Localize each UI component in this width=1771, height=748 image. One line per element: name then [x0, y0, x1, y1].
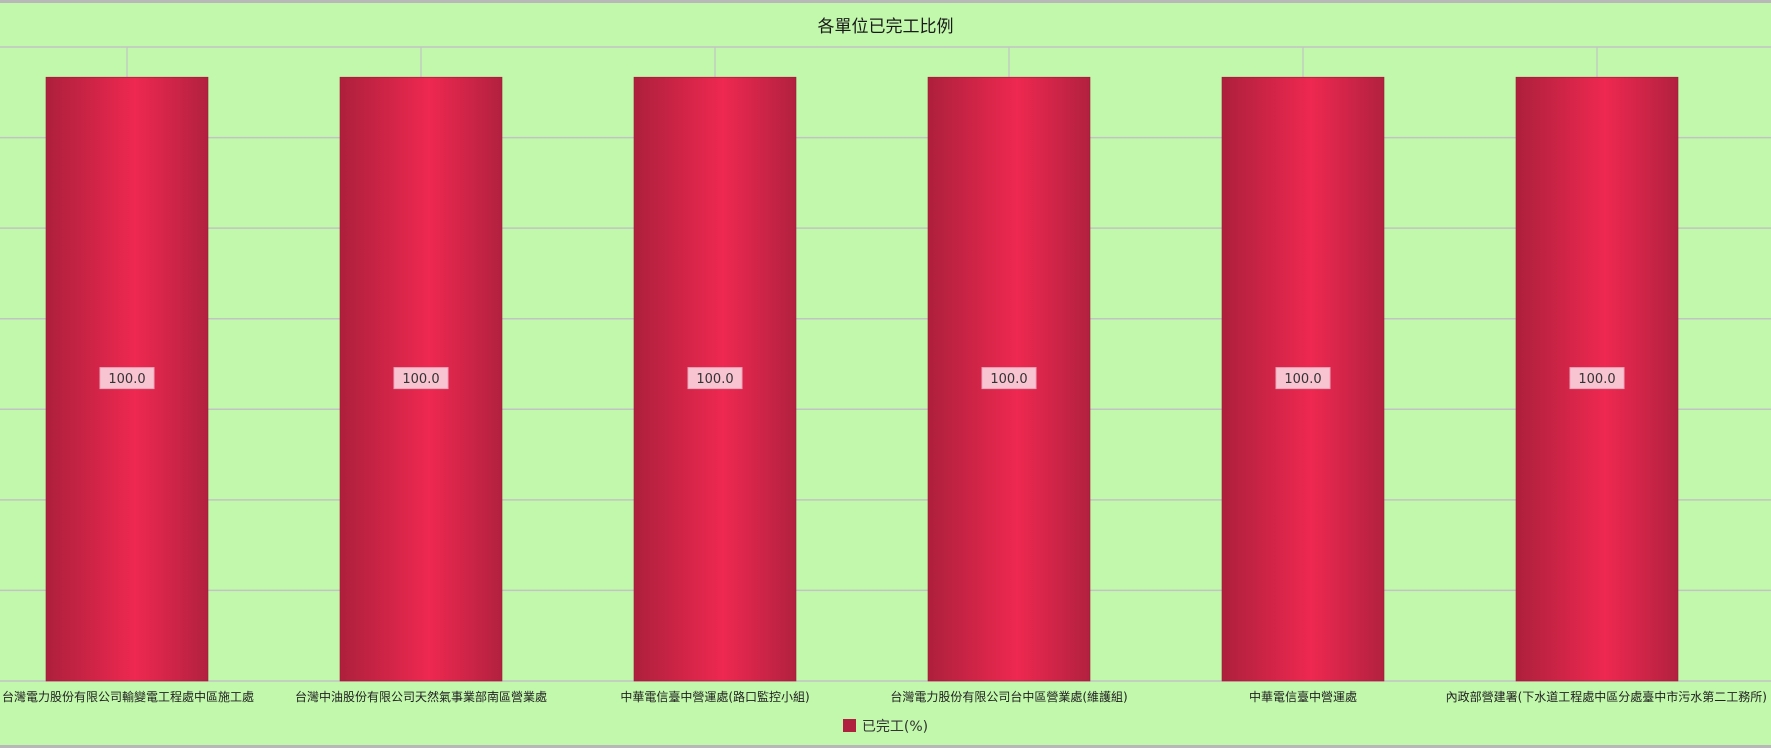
data-label: 100.0: [990, 372, 1027, 387]
legend[interactable]: 已完工(%): [0, 716, 1771, 736]
category-labels: 台灣電力股份有限公司輸變電工程處中區施工處 台灣中油股份有限公司天然氣事業部南區營…: [2, 689, 1767, 704]
chart-title: 各單位已完工比例: [817, 17, 954, 37]
data-label-box: [99, 367, 155, 390]
category-label: 中華電信臺中營運處(路口監控小組): [620, 689, 809, 704]
data-label: 100.0: [1284, 372, 1321, 387]
bars: [45, 76, 1679, 682]
data-label: 100.0: [696, 372, 733, 387]
data-label-box: [687, 367, 743, 390]
category-label: 中華電信臺中營運處: [1249, 689, 1357, 704]
category-label: 台灣電力股份有限公司台中區營業處(維護組): [890, 689, 1127, 704]
legend-swatch: [842, 719, 856, 732]
data-label: 100.0: [1578, 372, 1615, 387]
data-label-box: [1275, 367, 1331, 390]
data-label-box: [393, 367, 449, 390]
category-label: 台灣中油股份有限公司天然氣事業部南區營業處: [295, 689, 547, 704]
category-label: 台灣電力股份有限公司輸變電工程處中區施工處: [2, 689, 254, 704]
bar[interactable]: [339, 76, 503, 682]
bottom-border: [0, 745, 1771, 748]
data-label: 100.0: [402, 372, 439, 387]
value-labels: 100.0 100.0 100.0 100.0 100.0 100.0: [99, 367, 1625, 390]
category-label: 內政部營建署(下水道工程處中區分處臺中市污水第二工務所): [1446, 689, 1767, 704]
data-label: 100.0: [108, 372, 145, 387]
data-label-box: [981, 367, 1037, 390]
legend-label: 已完工(%): [861, 719, 929, 735]
top-border: [0, 0, 1771, 3]
grid-lines: [0, 46, 1771, 682]
data-label-box: [1569, 367, 1625, 390]
